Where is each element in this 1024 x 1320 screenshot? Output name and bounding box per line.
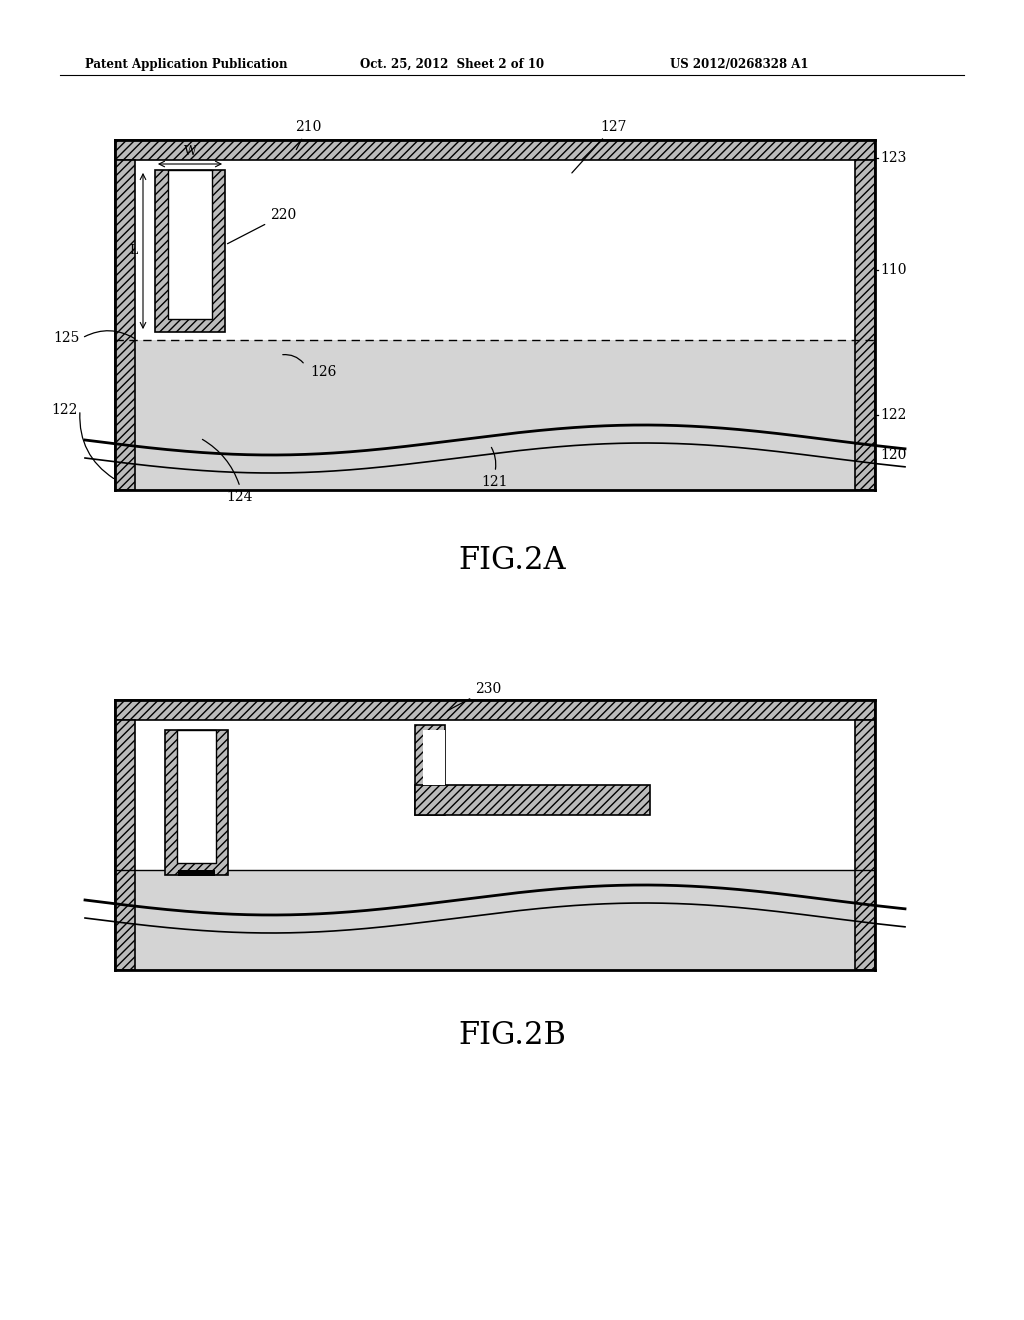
Text: FIG.2A: FIG.2A bbox=[458, 545, 566, 576]
Bar bbox=[423, 730, 445, 785]
Bar bbox=[115, 140, 874, 160]
Text: Oct. 25, 2012  Sheet 2 of 10: Oct. 25, 2012 Sheet 2 of 10 bbox=[360, 58, 544, 71]
Text: 120: 120 bbox=[880, 447, 906, 462]
Bar bbox=[155, 170, 225, 333]
Bar bbox=[415, 725, 445, 814]
Bar bbox=[415, 785, 650, 814]
Text: 122: 122 bbox=[51, 403, 78, 417]
Text: 126: 126 bbox=[310, 366, 336, 379]
Text: 124: 124 bbox=[226, 490, 253, 504]
Text: 123: 123 bbox=[880, 150, 906, 165]
Text: 230: 230 bbox=[447, 682, 502, 710]
Bar bbox=[168, 170, 212, 319]
Bar bbox=[165, 730, 228, 875]
Text: 210: 210 bbox=[295, 120, 322, 149]
Text: 125: 125 bbox=[53, 331, 80, 345]
Text: W: W bbox=[183, 145, 197, 158]
Bar bbox=[855, 160, 874, 490]
Bar bbox=[135, 160, 855, 490]
Bar bbox=[135, 341, 855, 490]
Text: 127: 127 bbox=[571, 120, 627, 173]
Bar bbox=[115, 160, 135, 490]
Bar bbox=[115, 719, 135, 970]
Bar bbox=[855, 719, 874, 970]
Bar bbox=[177, 730, 216, 863]
Text: FIG.2B: FIG.2B bbox=[458, 1020, 566, 1051]
Text: Patent Application Publication: Patent Application Publication bbox=[85, 58, 288, 71]
Bar bbox=[115, 700, 874, 719]
Text: 121: 121 bbox=[481, 475, 508, 488]
Text: 220: 220 bbox=[227, 209, 296, 244]
Bar bbox=[178, 870, 215, 876]
Text: L: L bbox=[130, 244, 138, 257]
Bar bbox=[135, 719, 855, 970]
Bar bbox=[135, 870, 855, 970]
Text: 122: 122 bbox=[880, 408, 906, 422]
Text: US 2012/0268328 A1: US 2012/0268328 A1 bbox=[670, 58, 809, 71]
Text: 110: 110 bbox=[880, 263, 906, 277]
